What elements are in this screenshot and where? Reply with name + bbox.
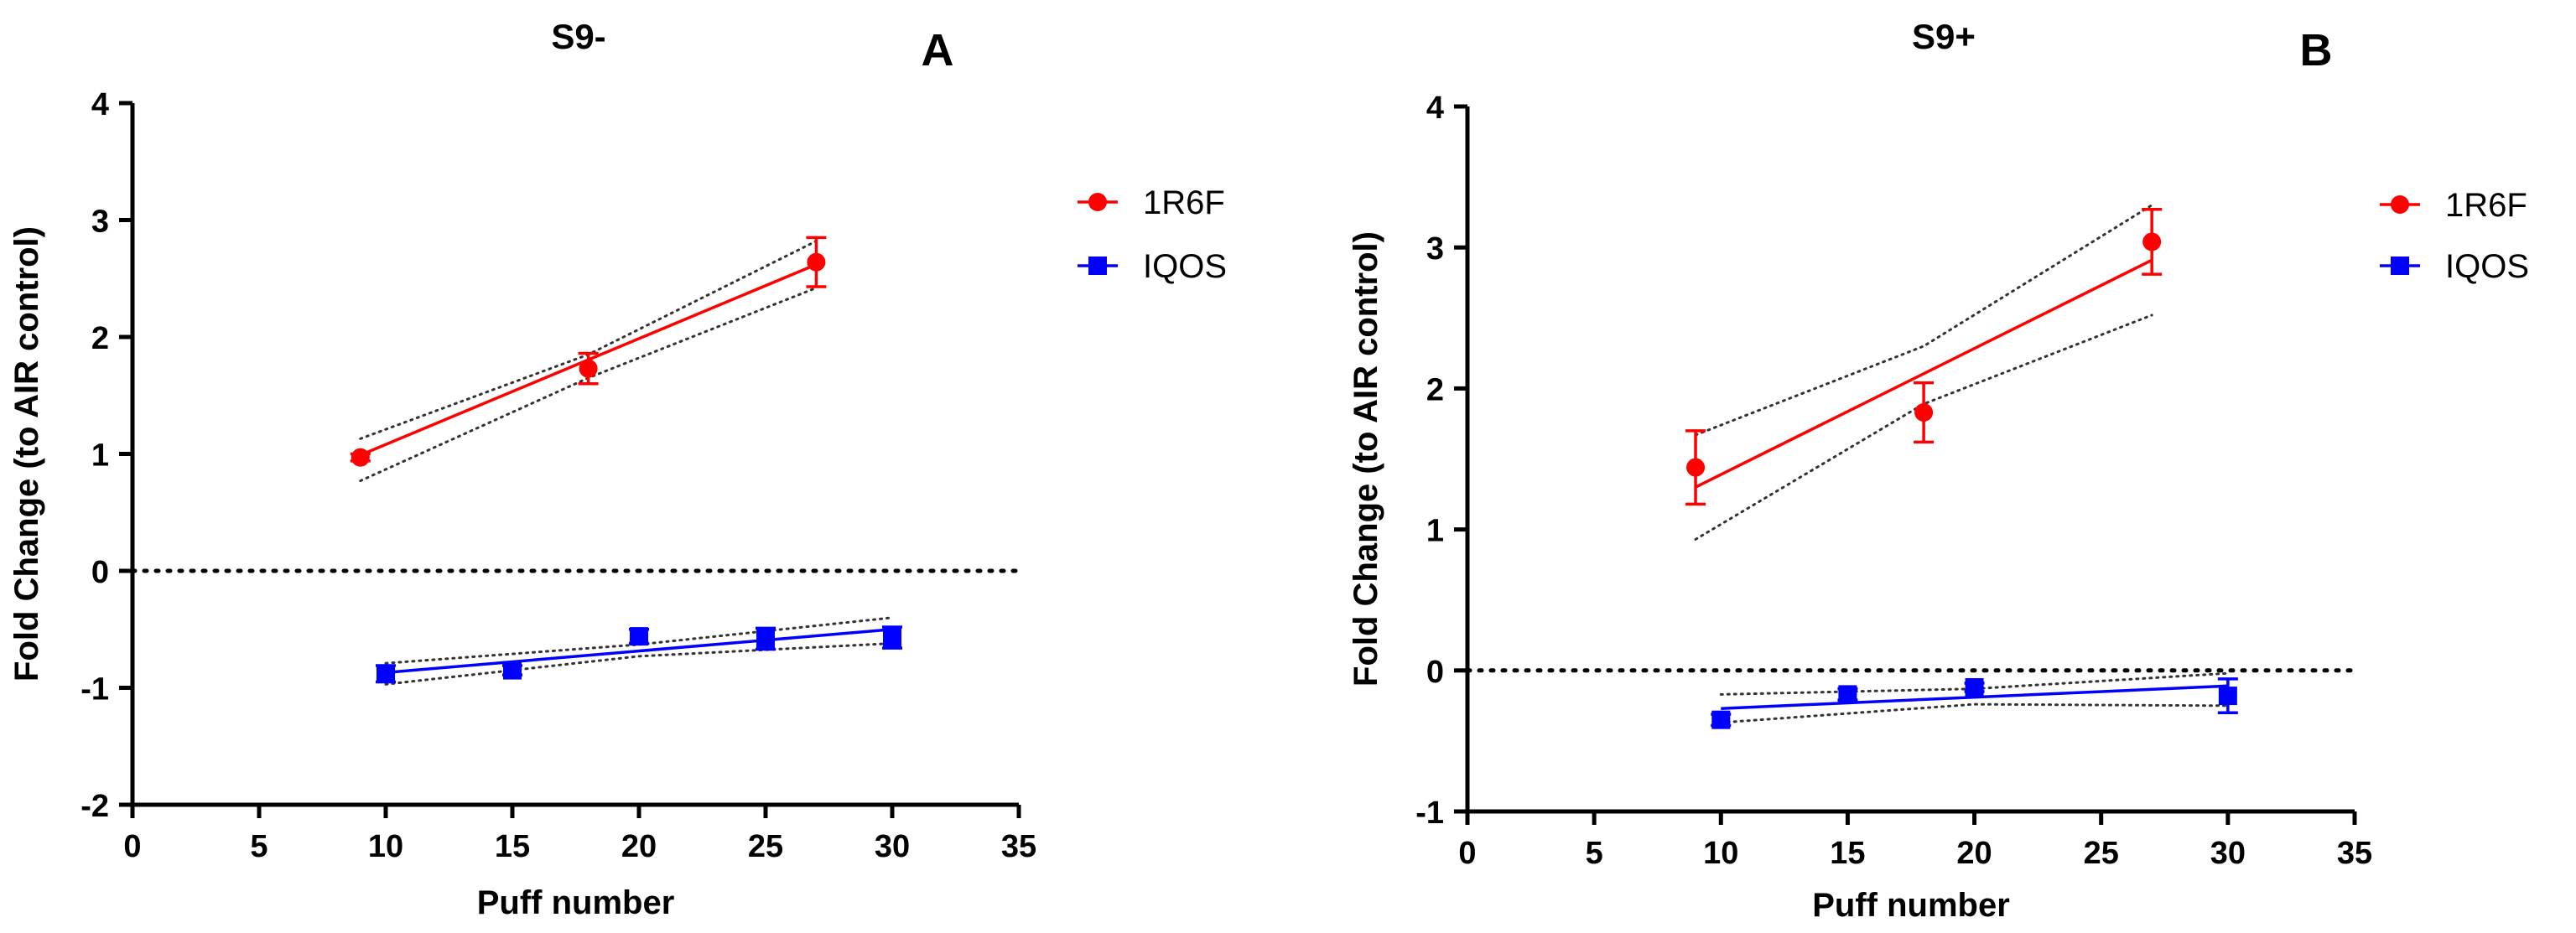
confidence-band-upper xyxy=(1719,671,2230,696)
x-tick-label: 30 xyxy=(875,829,910,864)
y-tick-label: 0 xyxy=(1426,655,1444,690)
y-tick-label: 2 xyxy=(1426,372,1444,407)
legend-label: 1R6F xyxy=(2445,187,2527,224)
y-axis-label: Fold Change (to AIR control) xyxy=(8,226,45,682)
confidence-band-upper xyxy=(359,240,818,440)
series-iqos xyxy=(376,616,902,686)
data-point xyxy=(2218,687,2237,706)
x-tick-label: 25 xyxy=(2084,836,2119,871)
legend-label: IQOS xyxy=(1143,248,1227,285)
data-point xyxy=(630,627,648,646)
x-tick-label: 0 xyxy=(1458,836,1476,871)
data-point xyxy=(1965,677,1984,697)
legend-marker xyxy=(1088,193,1107,211)
y-tick-label: 3 xyxy=(1426,231,1444,267)
x-tick-label: 35 xyxy=(1001,829,1036,864)
data-point xyxy=(1914,402,1934,422)
y-tick-label: 1 xyxy=(1426,514,1444,549)
x-axis-label: Puff number xyxy=(1812,887,2010,924)
data-point xyxy=(1838,685,1857,704)
panel-label: B xyxy=(2300,25,2333,75)
regression-line xyxy=(385,628,893,675)
regression-line xyxy=(1695,258,2153,489)
confidence-band-lower xyxy=(1694,314,2153,541)
confidence-band-lower xyxy=(1719,702,2230,724)
y-tick-label: 4 xyxy=(1426,91,1444,126)
x-axis-label: Puff number xyxy=(477,884,675,921)
y-tick-label: 2 xyxy=(91,321,109,356)
y-tick-label: 1 xyxy=(91,438,109,474)
x-tick-label: 10 xyxy=(1703,836,1738,871)
y-tick-label: -1 xyxy=(80,672,109,708)
data-point xyxy=(1711,710,1731,729)
y-tick-label: 3 xyxy=(91,205,109,240)
x-tick-label: 5 xyxy=(250,829,267,864)
y-axis-label: Fold Change (to AIR control) xyxy=(1348,231,1384,687)
series-1r6f xyxy=(350,236,827,483)
legend-entry-iqos: IQOS xyxy=(1078,248,1227,285)
confidence-band-upper xyxy=(1694,204,2153,437)
x-tick-label: 15 xyxy=(1830,836,1865,871)
data-point xyxy=(1686,458,1706,477)
x-tick-label: 10 xyxy=(368,829,403,864)
series-1r6f xyxy=(1685,204,2163,541)
panel-label: A xyxy=(922,25,954,75)
data-point xyxy=(579,359,598,378)
legend-entry-1r6f: 1R6F xyxy=(2380,187,2527,224)
legend-entry-1r6f: 1R6F xyxy=(1078,184,1225,221)
data-point xyxy=(756,629,775,648)
x-tick-label: 20 xyxy=(621,829,657,864)
chart-panel-b: S9+ B -1 0 1 2 3 4 0 5 10 15 20 25 30 35 Puff number Fold… xyxy=(1348,17,2529,924)
x-tick-label: 25 xyxy=(748,829,783,864)
y-tick-label: -2 xyxy=(80,789,109,824)
legend-marker xyxy=(2391,257,2409,275)
chart-title: S9+ xyxy=(1912,17,1976,56)
data-point xyxy=(883,628,901,647)
data-point xyxy=(377,664,395,683)
series-iqos xyxy=(1711,671,2238,729)
x-tick-label: 5 xyxy=(1586,836,1603,871)
legend-marker xyxy=(1088,257,1107,275)
x-tick-label: 20 xyxy=(1956,836,1992,871)
legend-label: 1R6F xyxy=(1143,184,1225,221)
legend-marker xyxy=(2391,195,2409,214)
chart-panel-a: S9- A -2 -1 0 1 2 3 4 0 5 10 15 20 25 30 35 Puff number Fo… xyxy=(8,17,1227,921)
data-point xyxy=(807,252,826,272)
chart-title: S9- xyxy=(551,17,605,56)
data-point xyxy=(2142,232,2162,251)
data-point xyxy=(503,661,522,680)
x-tick-label: 35 xyxy=(2337,836,2372,871)
y-tick-label: 0 xyxy=(91,555,109,590)
y-tick-label: 4 xyxy=(91,87,109,122)
legend-label: IQOS xyxy=(2445,248,2529,285)
x-tick-label: 30 xyxy=(2210,836,2246,871)
regression-line xyxy=(1721,684,2228,710)
confidence-band-lower xyxy=(384,641,894,686)
x-tick-label: 0 xyxy=(123,829,141,864)
y-tick-label: -1 xyxy=(1415,796,1444,831)
legend-entry-iqos: IQOS xyxy=(2380,248,2529,285)
x-tick-label: 15 xyxy=(495,829,530,864)
data-point xyxy=(351,448,370,467)
